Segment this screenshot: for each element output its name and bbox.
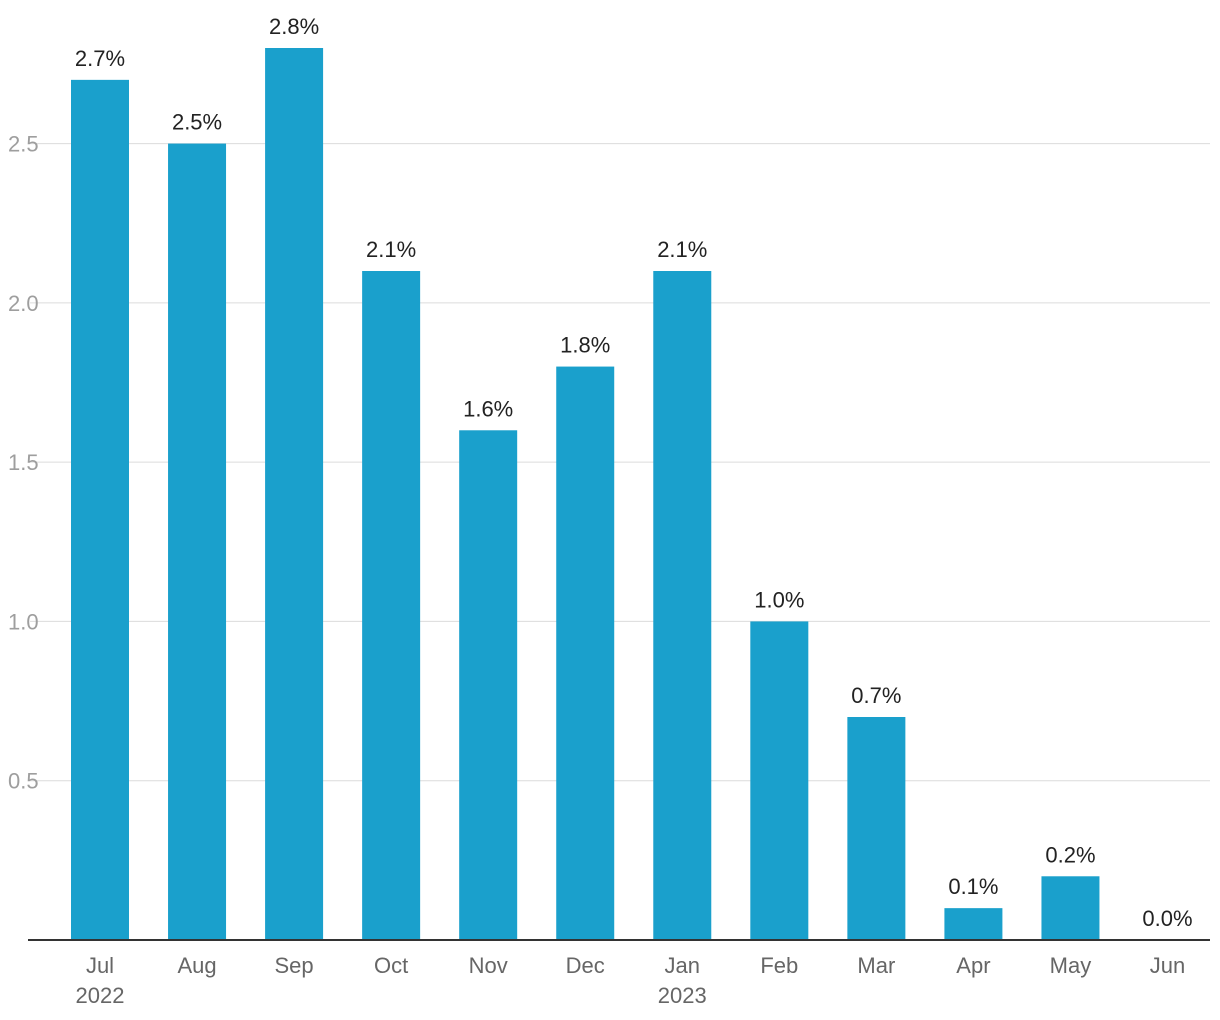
x-tick-label: Oct <box>374 953 408 978</box>
bar-oct <box>362 271 421 940</box>
data-label: 2.7% <box>75 46 125 71</box>
bar-may <box>1041 876 1100 940</box>
y-axis-ticks: 0.5 1.0 1.5 2.0 2.5 <box>8 132 39 794</box>
data-label: 1.6% <box>463 396 513 421</box>
x-tick-label: Nov <box>469 953 508 978</box>
x-tick-label: May <box>1050 953 1092 978</box>
bar-apr <box>944 908 1003 940</box>
data-label: 2.1% <box>366 237 416 262</box>
bar-sep <box>265 48 324 940</box>
x-tick-label: Sep <box>275 953 314 978</box>
x-tick-label: Feb <box>760 953 798 978</box>
x-tick-year-label: 2023 <box>658 983 707 1008</box>
x-tick-year-label: 2022 <box>76 983 125 1008</box>
x-tick-label: Dec <box>566 953 605 978</box>
data-label: 0.7% <box>851 683 901 708</box>
bar-nov <box>459 430 518 940</box>
data-label: 2.8% <box>269 14 319 39</box>
data-label: 1.0% <box>754 587 804 612</box>
data-label: 0.0% <box>1142 906 1192 931</box>
x-tick-label: Apr <box>956 953 990 978</box>
bars <box>71 48 1100 941</box>
gridlines <box>30 143 1210 782</box>
bar-jan <box>653 271 712 940</box>
y-tick-label: 2.5 <box>8 132 39 157</box>
data-label: 0.1% <box>948 874 998 899</box>
bar-feb <box>750 621 809 940</box>
data-label: 2.5% <box>172 110 222 135</box>
bar-aug <box>168 143 227 941</box>
bar-dec <box>556 366 615 941</box>
y-tick-label: 1.0 <box>8 609 39 634</box>
y-tick-label: 0.5 <box>8 769 39 794</box>
x-axis-ticks: Jul 2022 Aug Sep Oct Nov Dec Jan 2023 Feb Mar Apr Ma… <box>76 953 1186 1008</box>
data-label: 1.8% <box>560 333 610 358</box>
data-label: 0.2% <box>1045 842 1095 867</box>
x-tick-label: Jul <box>86 953 114 978</box>
x-tick-label: Jun <box>1150 953 1185 978</box>
x-tick-label: Jan <box>665 953 700 978</box>
y-tick-label: 1.5 <box>8 450 39 475</box>
x-tick-label: Aug <box>177 953 216 978</box>
y-tick-label: 2.0 <box>8 291 39 316</box>
data-label: 2.1% <box>657 237 707 262</box>
x-tick-label: Mar <box>857 953 895 978</box>
bar-mar <box>847 717 906 940</box>
bar-jul <box>71 79 129 941</box>
data-labels: 2.7% 2.5% 2.8% 2.1% 1.6% 1.8% 2.1% 1.0% 0.7% 0.1%… <box>75 14 1193 931</box>
